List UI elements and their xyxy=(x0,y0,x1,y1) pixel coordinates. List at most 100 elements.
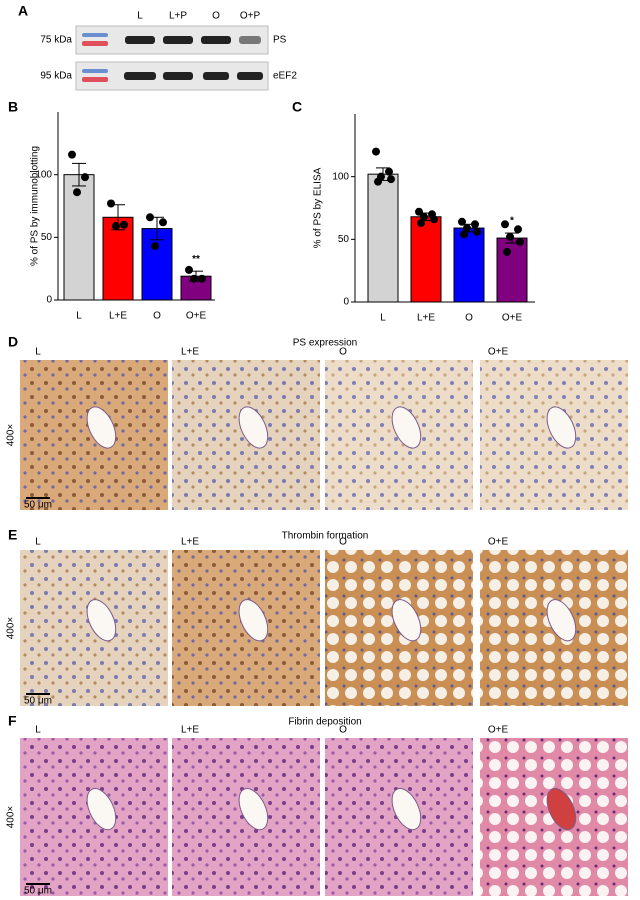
y-tick-label: 0 xyxy=(343,297,349,308)
marker-label: 75 kDa xyxy=(40,35,72,46)
column-label: O+E xyxy=(488,725,509,736)
x-tick-label: L+E xyxy=(109,311,127,322)
vessel xyxy=(86,406,117,449)
band xyxy=(201,36,231,44)
data-point xyxy=(503,247,511,256)
ladder-blue xyxy=(82,69,108,73)
scale-bar-label: 50 μm xyxy=(24,886,52,897)
vessel xyxy=(86,788,117,831)
data-point xyxy=(73,188,81,197)
column-label: O+E xyxy=(488,537,509,548)
column-label: L xyxy=(35,347,41,358)
vessel xyxy=(391,406,422,449)
significance: * xyxy=(510,216,514,227)
y-tick-label: 100 xyxy=(332,171,349,182)
lane-label: L xyxy=(137,11,143,22)
vessel xyxy=(86,599,117,642)
y-tick-label: 50 xyxy=(338,234,350,245)
data-point xyxy=(198,274,206,283)
panel-label: F xyxy=(8,713,17,729)
data-point xyxy=(190,274,198,283)
marker-label: 95 kDa xyxy=(40,71,72,82)
data-point xyxy=(387,175,395,184)
data-point xyxy=(120,220,128,229)
lane-label: O+P xyxy=(240,11,261,22)
lane-label: O xyxy=(212,11,220,22)
x-tick-label: L xyxy=(76,311,82,322)
column-label: L+E xyxy=(181,347,199,358)
data-point xyxy=(374,177,382,186)
panel-label: A xyxy=(18,3,28,19)
bar xyxy=(367,173,399,303)
magnification: 400× xyxy=(6,806,17,829)
band xyxy=(237,72,263,80)
panel-label: D xyxy=(8,334,18,350)
column-label: L+E xyxy=(181,725,199,736)
x-tick-label: O+E xyxy=(186,311,207,322)
bar xyxy=(102,216,134,301)
x-tick-label: O xyxy=(153,311,161,322)
band xyxy=(125,36,155,44)
data-point xyxy=(473,227,481,236)
x-tick-label: L+E xyxy=(417,313,435,324)
y-axis-label: % of PS by ELISA xyxy=(313,167,324,248)
data-point xyxy=(501,220,509,229)
column-label: O+E xyxy=(488,347,509,358)
x-tick-label: O+E xyxy=(502,313,523,324)
lane-label: L+P xyxy=(169,11,187,22)
data-point xyxy=(514,225,522,234)
protein-label: eEF2 xyxy=(273,71,297,82)
data-point xyxy=(68,150,76,159)
band xyxy=(203,72,229,80)
column-label: L+E xyxy=(181,537,199,548)
data-point xyxy=(107,199,115,208)
section-title: PS expression xyxy=(293,338,357,349)
magnification: 400× xyxy=(6,424,17,447)
y-tick-label: 50 xyxy=(41,232,53,243)
vessel xyxy=(238,406,269,449)
data-point xyxy=(151,242,159,251)
band xyxy=(239,36,261,44)
bar xyxy=(410,216,442,303)
scale-bar-label: 50 μm xyxy=(24,500,52,511)
vessel xyxy=(238,599,269,642)
vessel xyxy=(391,788,422,831)
data-point xyxy=(463,224,471,233)
section-title: Fibrin deposition xyxy=(288,717,361,728)
band xyxy=(163,72,193,80)
vessel xyxy=(238,788,269,831)
data-point xyxy=(385,167,393,176)
data-point xyxy=(146,213,154,222)
column-label: L xyxy=(35,725,41,736)
significance: ** xyxy=(192,254,200,265)
data-point xyxy=(460,230,468,239)
column-label: O xyxy=(339,537,347,548)
data-point xyxy=(372,147,380,156)
data-point xyxy=(516,237,524,246)
panel-label: B xyxy=(8,99,18,115)
error-bar xyxy=(72,162,86,187)
data-point xyxy=(112,222,120,231)
section-title: Thrombin formation xyxy=(282,531,369,542)
data-point xyxy=(430,215,438,224)
scale-bar-label: 50 μm xyxy=(24,696,52,707)
data-point xyxy=(159,218,167,227)
vessel xyxy=(391,599,422,642)
ladder-blue xyxy=(82,33,108,37)
bar xyxy=(496,237,528,303)
column-label: L xyxy=(35,537,41,548)
panel-label: E xyxy=(8,527,17,543)
data-point xyxy=(458,217,466,226)
bar xyxy=(453,227,485,303)
data-point xyxy=(420,212,428,221)
protein-label: PS xyxy=(273,35,287,46)
magnification: 400× xyxy=(6,617,17,640)
data-point xyxy=(185,265,193,274)
vessel xyxy=(546,599,577,642)
data-point xyxy=(417,219,425,228)
vessel xyxy=(546,406,577,449)
data-point xyxy=(415,207,423,216)
bar xyxy=(141,228,173,301)
ladder-red xyxy=(82,77,108,82)
